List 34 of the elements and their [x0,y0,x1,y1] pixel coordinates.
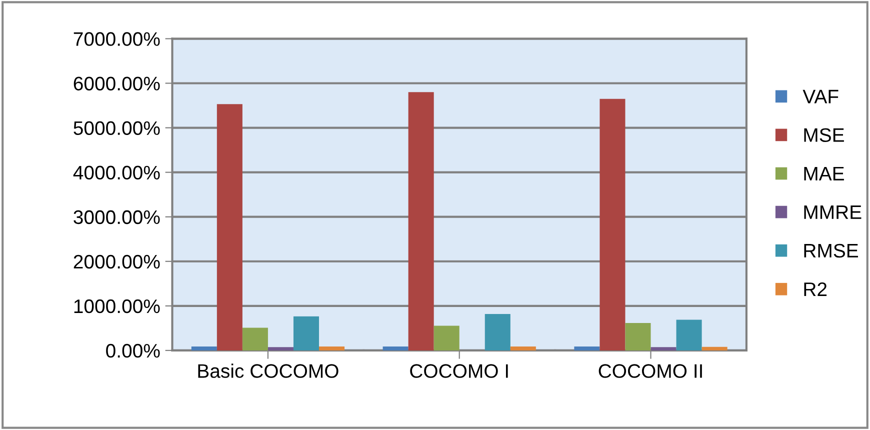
legend-label: R2 [804,282,827,296]
legend-label: MSE [804,128,844,142]
bar [650,347,676,350]
bar [434,326,460,350]
x-tick-label: COCOMO II [598,364,702,378]
legend-label: VAF [802,90,838,104]
bar [268,347,294,350]
bar [382,346,408,350]
bar [408,92,434,350]
bar [510,346,536,350]
x-tick-label: Basic COCOMO [198,364,338,378]
bar [625,323,651,350]
y-tick-label: 1000.00% [74,299,160,314]
bar [702,346,728,350]
bar [574,346,600,350]
bar [676,320,702,350]
y-tick-label: 2000.00% [74,254,160,269]
bar [293,316,319,350]
legend-label: MMRE [804,205,862,219]
y-tick-label: 3000.00% [74,210,160,224]
bar [319,346,345,350]
bar [242,328,268,350]
bar [484,314,510,350]
y-tick-label: 4000.00% [73,166,160,180]
y-tick-label: 7000.00% [74,32,160,46]
x-tick-label: COCOMO I [410,364,508,378]
bar [216,104,242,350]
bar [600,98,626,350]
y-tick-label: 0.00% [106,344,160,358]
legend-label: MAE [804,166,844,180]
legend-label: RMSE [804,244,858,258]
y-tick-label: 6000.00% [74,76,160,90]
bar [191,346,217,350]
y-tick-label: 5000.00% [74,121,160,136]
